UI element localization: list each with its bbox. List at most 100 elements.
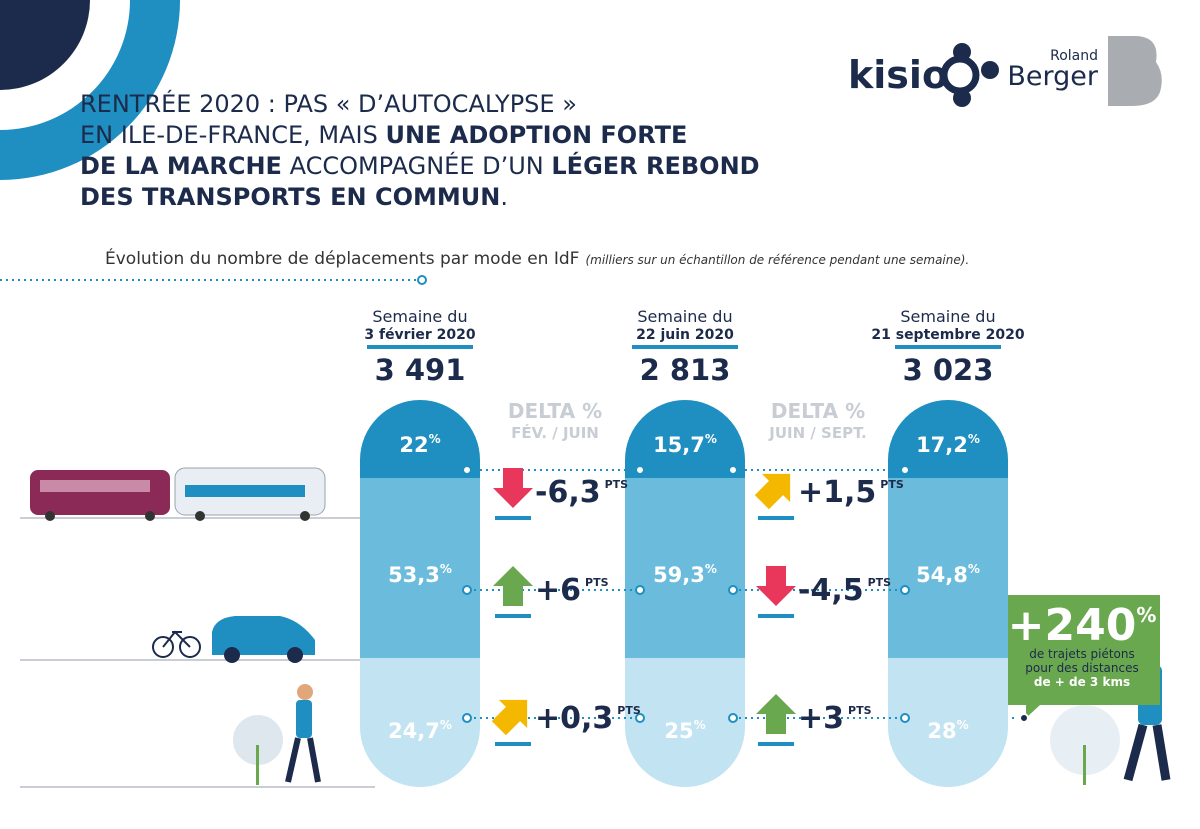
title-line: EN ILE-DE-FRANCE, MAIS UNE ADOPTION FORT… — [80, 121, 687, 149]
segment-value: 22 — [399, 433, 428, 457]
delta-value: +1,5 PTS — [798, 475, 904, 510]
column-heading: Semaine du — [637, 307, 732, 326]
delta-number: +3 — [798, 701, 844, 736]
segment — [360, 658, 480, 787]
segment-value: 28 — [927, 719, 956, 743]
delta-unit: PTS — [880, 478, 904, 491]
kisio-logo: kisio — [848, 53, 948, 97]
callout-number: +240 — [1008, 600, 1137, 651]
pedestrian-left — [233, 684, 321, 785]
segment-unit: % — [429, 432, 441, 446]
segment-unit: % — [968, 562, 980, 576]
date-bar — [367, 345, 473, 349]
title-run: DES TRANSPORTS EN COMMUN — [80, 183, 500, 211]
delta-value: +3 PTS — [798, 701, 872, 736]
callout-line: de + de 3 kms — [1034, 675, 1130, 689]
segment-value: 25 — [664, 719, 693, 743]
column-total: 3 491 — [375, 353, 466, 387]
segment-unit: % — [694, 718, 706, 732]
connector-dot — [900, 585, 910, 595]
callout-line: de trajets piétons — [1029, 647, 1135, 661]
delta-arrow — [754, 473, 791, 510]
connector-dot — [635, 713, 645, 723]
delta-arrow — [491, 699, 528, 736]
segment-label: 22% — [399, 432, 440, 457]
delta-arrow — [756, 694, 796, 734]
segment-unit: % — [957, 718, 969, 732]
callout-unit: % — [1136, 603, 1156, 627]
title-run: UNE ADOPTION FORTE — [385, 121, 687, 149]
content: RENTRÉE 2020 : PAS « D’AUTOCALYPSE » EN I… — [80, 89, 1156, 787]
delta-unit: PTS — [868, 576, 892, 589]
kisio-icon — [940, 43, 999, 107]
arrow-underline — [495, 742, 531, 746]
arrow-underline — [495, 614, 531, 618]
arrow-underline — [758, 516, 794, 520]
segment-label: 25% — [664, 718, 705, 743]
delta-arrow — [756, 566, 796, 606]
segment-label: 59,3% — [653, 562, 717, 587]
callout-value: +240% — [1008, 600, 1157, 651]
subtitle: Évolution du nombre de déplacements par … — [105, 247, 969, 269]
corner-core — [0, 0, 90, 90]
connector-dot — [462, 465, 472, 475]
date-bar — [895, 345, 1001, 349]
delta-unit: PTS — [848, 704, 872, 717]
connector-dot — [462, 585, 472, 595]
column-heading: Semaine du — [372, 307, 467, 326]
segment-unit: % — [440, 562, 452, 576]
title-run: DE LA MARCHE — [80, 152, 282, 180]
title-line: RENTRÉE 2020 : PAS « D’AUTOCALYPSE » — [80, 89, 577, 118]
segment-label: 53,3% — [388, 562, 452, 587]
segment-label: 17,2% — [916, 432, 980, 457]
segment — [888, 478, 1008, 658]
delta-value: -6,3 PTS — [535, 475, 628, 510]
title-run: ACCOMPAGNÉE D’UN — [282, 151, 551, 180]
title-run: EN ILE-DE-FRANCE, MAIS — [80, 121, 385, 149]
segment-label: 28% — [927, 718, 968, 743]
column-date: 22 juin 2020 — [636, 327, 734, 343]
delta-header: DELTA % — [508, 399, 602, 423]
delta-number: +1,5 — [798, 475, 876, 510]
connector-dot — [900, 713, 910, 723]
segment-label: 54,8% — [916, 562, 980, 587]
column-total: 3 023 — [903, 353, 994, 387]
delta-arrow — [493, 566, 533, 606]
connector-dot — [635, 465, 645, 475]
berger-mark — [1108, 36, 1162, 106]
delta-number: +0,3 — [535, 701, 613, 736]
segment — [888, 658, 1008, 787]
delta-header: DELTA % — [771, 399, 865, 423]
connector-dot — [728, 585, 738, 595]
date-bar — [632, 345, 738, 349]
title-run: RENTRÉE 2020 : PAS « D’AUTOCALYPSE » — [80, 89, 577, 118]
train-icon — [30, 467, 326, 521]
connector-dot — [728, 713, 738, 723]
delta-value: -4,5 PTS — [798, 573, 891, 608]
roland-logo: Roland — [1050, 48, 1098, 64]
divider-dot — [417, 275, 427, 285]
column-date: 21 septembre 2020 — [871, 327, 1025, 343]
column-date: 3 février 2020 — [364, 327, 476, 343]
segment-unit: % — [968, 432, 980, 446]
title-run: . — [500, 183, 508, 211]
title-run: LÉGER REBOND — [551, 151, 759, 180]
delta-number: -4,5 — [798, 573, 864, 608]
segment-unit: % — [705, 562, 717, 576]
car-icon — [212, 616, 315, 663]
segment-value: 53,3 — [388, 563, 440, 587]
delta-number: -6,3 — [535, 475, 601, 510]
segment — [625, 478, 745, 658]
bike-icon — [152, 630, 201, 658]
delta-value: +0,3 PTS — [535, 701, 641, 736]
segment-value: 15,7 — [653, 433, 705, 457]
title-line: DE LA MARCHE ACCOMPAGNÉE D’UN LÉGER REBO… — [80, 151, 760, 180]
title-line: DES TRANSPORTS EN COMMUN. — [80, 183, 508, 211]
subtitle-text: Évolution du nombre de déplacements par … — [105, 247, 579, 269]
segment-value: 24,7 — [388, 719, 440, 743]
connector-dot — [635, 585, 645, 595]
delta-unit: PTS — [617, 704, 641, 717]
segment-label: 15,7% — [653, 432, 717, 457]
